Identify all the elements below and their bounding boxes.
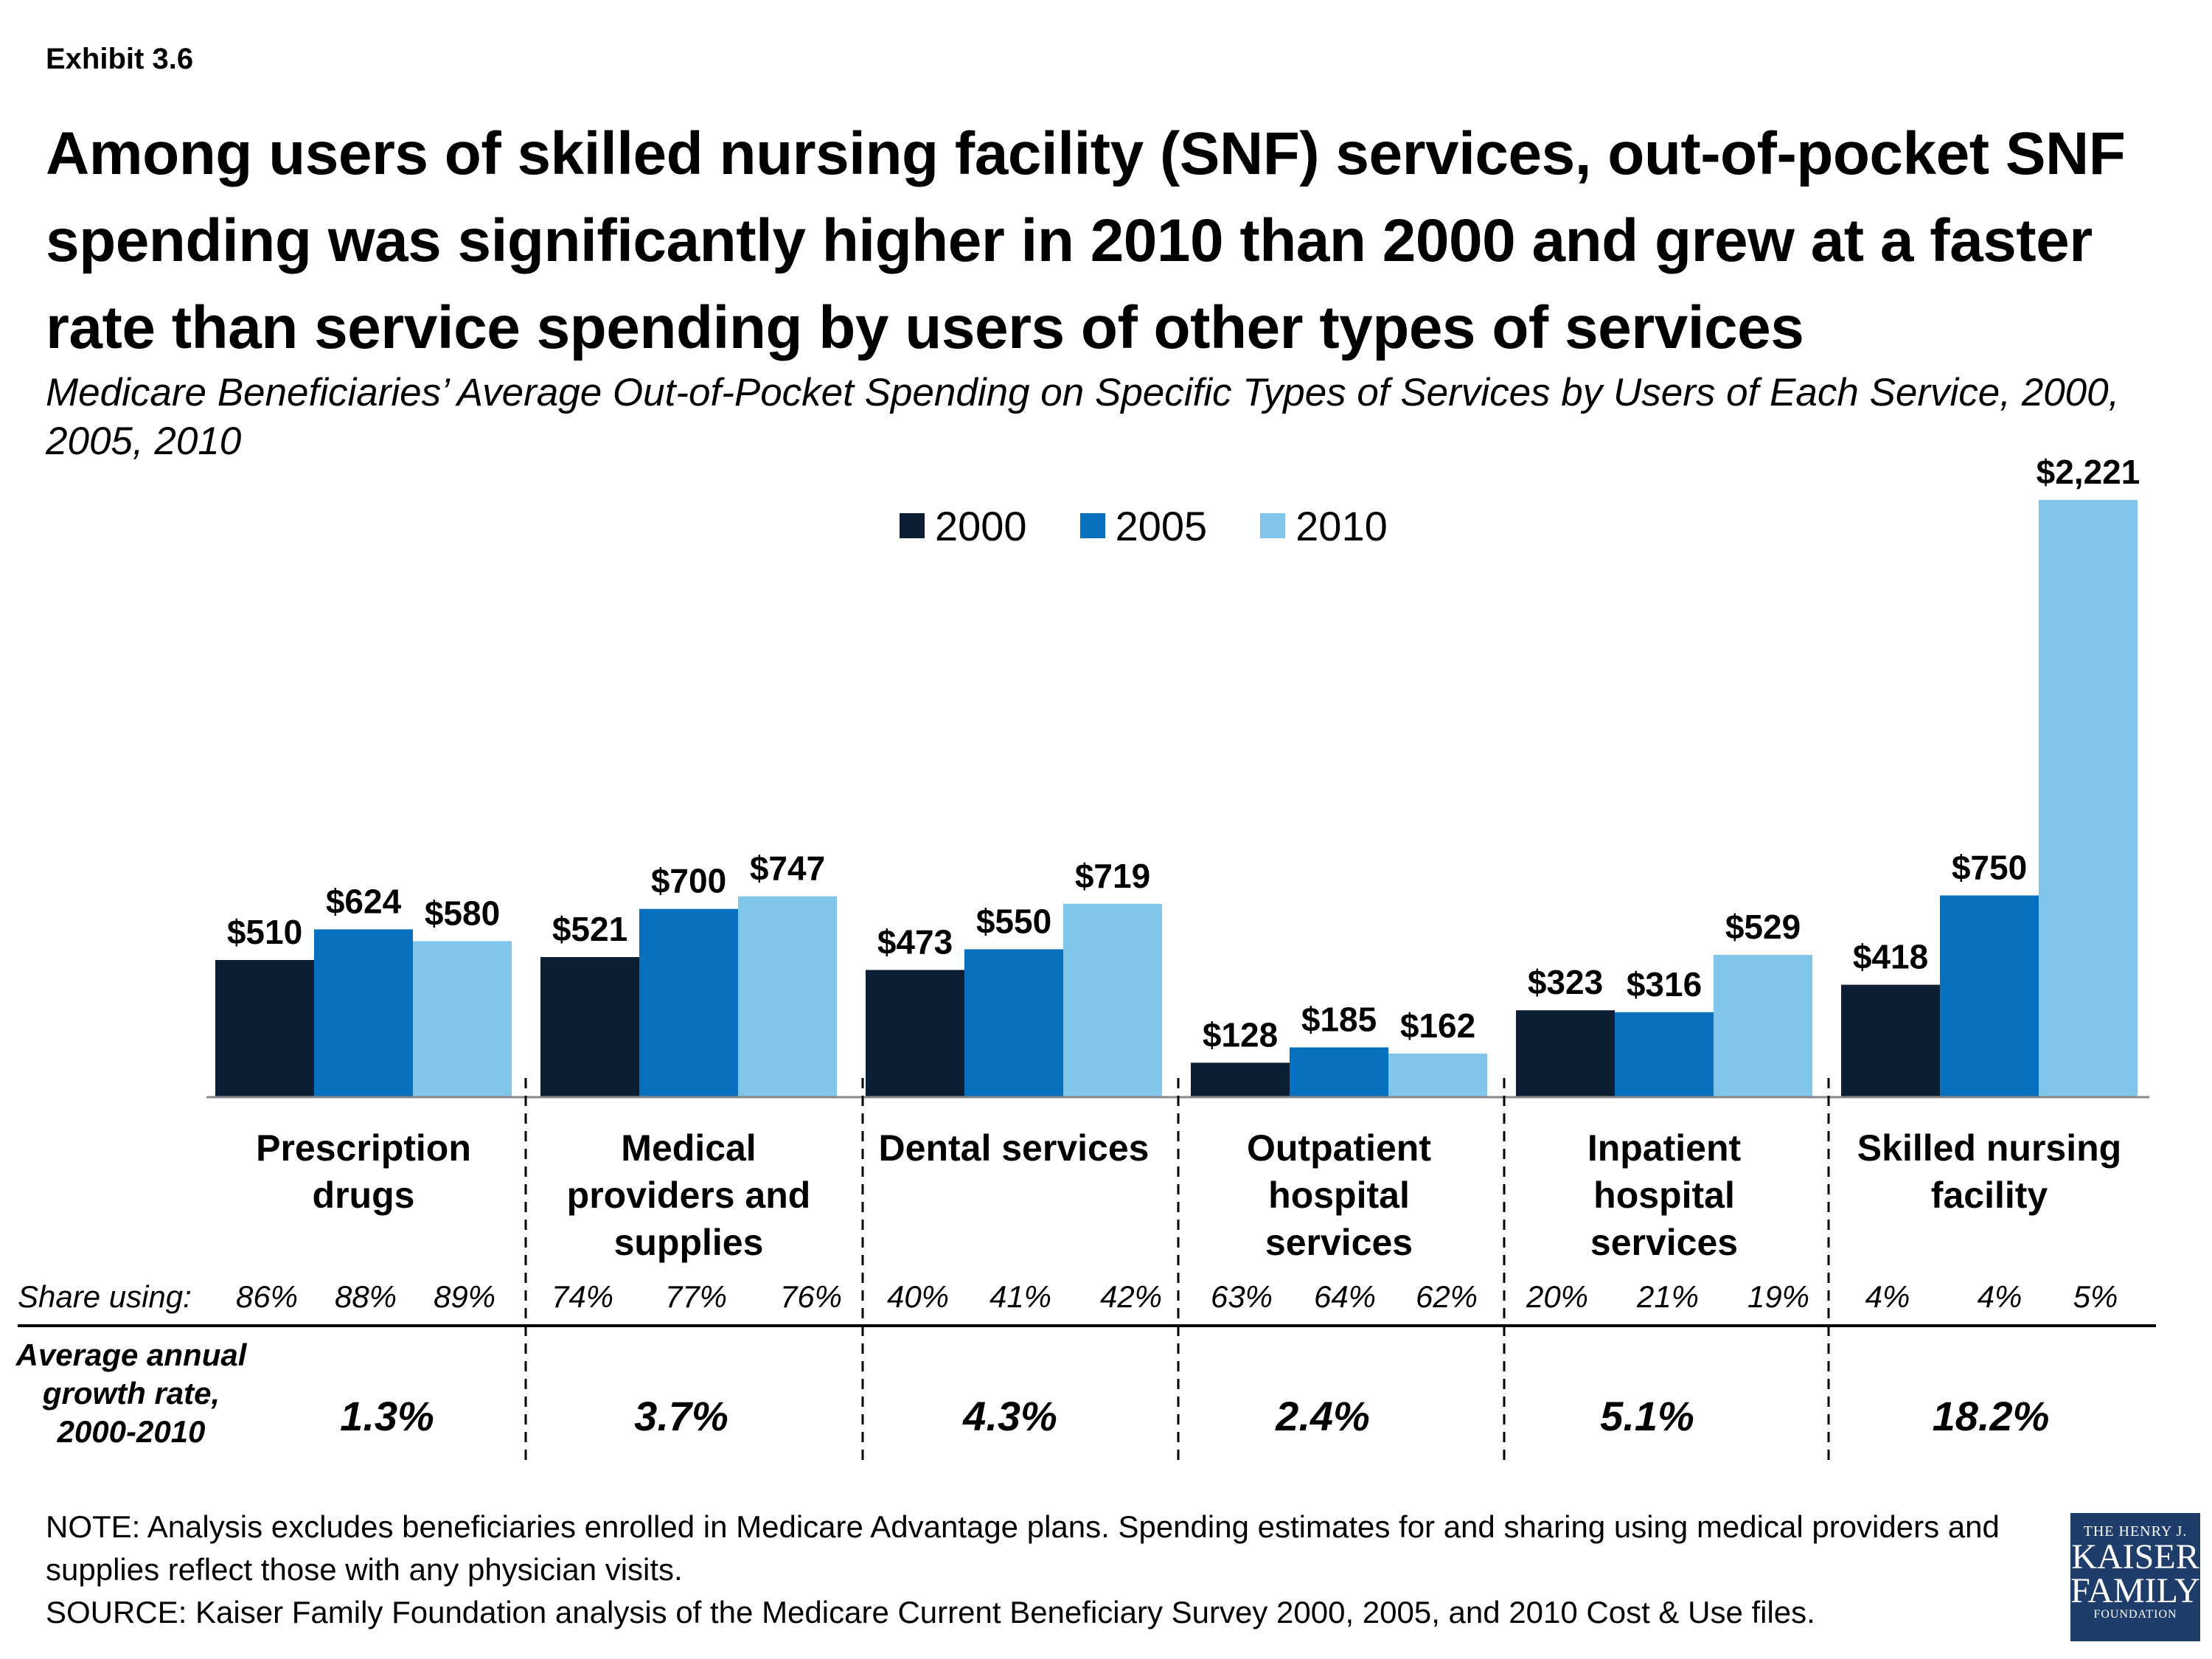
data-label-outpatient-hospital-services-2005: $185: [1301, 1001, 1377, 1039]
share-using-skilled-nursing-facility-2000: 4%: [1865, 1279, 1910, 1314]
legend-label-2000: 2000: [935, 502, 1027, 549]
exhibit-number: Exhibit 3.6: [46, 43, 194, 75]
bar-inpatient-hospital-services-2005: [1615, 1012, 1714, 1097]
data-label-dental-services-2005: $550: [976, 902, 1051, 940]
bar-chart: $510 $624 $580 $521 $700 $747 $473 $550 $719 $128…: [206, 453, 2149, 1467]
legend-swatch-2010: [1260, 513, 1286, 538]
share-using-outpatient-hospital-services-2000: 63%: [1210, 1279, 1273, 1314]
data-label-medical-providers-and-supplies-2000: $521: [552, 910, 627, 948]
category-label-medical-providers-and-supplies: Medical providers and supplies: [566, 1127, 811, 1263]
source-text: SOURCE: Kaiser Family Foundation analysi…: [46, 1595, 1815, 1630]
bar-inpatient-hospital-services-2000: [1516, 1010, 1615, 1097]
share-using-prescription-drugs-2005: 88%: [334, 1279, 397, 1314]
category-label-prescription-drugs: Prescription drugs: [256, 1127, 471, 1216]
data-label-dental-services-2000: $473: [877, 922, 953, 961]
data-label-outpatient-hospital-services-2010: $162: [1400, 1006, 1475, 1045]
share-using-medical-providers-and-supplies-2000: 74%: [551, 1279, 614, 1314]
share-using-skilled-nursing-facility-2010: 5%: [2073, 1279, 2118, 1314]
share-using-label: Share using:: [18, 1279, 192, 1314]
bar-medical-providers-and-supplies-2005: [639, 908, 738, 1097]
share-using-prescription-drugs-2000: 86%: [235, 1279, 299, 1314]
data-label-inpatient-hospital-services-2010: $529: [1725, 908, 1801, 946]
share-using-inpatient-hospital-services-2000: 20%: [1526, 1279, 1589, 1314]
share-divider-line: [18, 1324, 2156, 1327]
category-label-outpatient-hospital-services: Outpatient hospital services: [1247, 1127, 1431, 1263]
bar-dental-services-2000: [866, 970, 964, 1097]
legend-swatch-2005: [1079, 513, 1105, 538]
data-label-inpatient-hospital-services-2005: $316: [1627, 965, 1702, 1004]
category-label-dental-services: Dental services: [878, 1127, 1150, 1169]
legend-label-2005: 2005: [1115, 502, 1208, 549]
category-label-skilled-nursing-facility: Skilled nursing facility: [1857, 1127, 2122, 1216]
logo-line-3: FAMILY: [2070, 1571, 2200, 1610]
legend-item-2005: 2005: [1079, 502, 1208, 550]
bar-dental-services-2005: [964, 949, 1063, 1097]
logo-line-1: THE HENRY J.: [2083, 1523, 2188, 1540]
bar-skilled-nursing-facility-2005: [1940, 895, 2039, 1097]
bar-prescription-drugs-2010: [413, 941, 512, 1097]
share-using-outpatient-hospital-services-2010: 62%: [1415, 1279, 1478, 1314]
bar-medical-providers-and-supplies-2000: [540, 956, 639, 1097]
data-label-dental-services-2010: $719: [1075, 857, 1150, 895]
growth-rate-label: Average annual growth rate, 2000-2010: [15, 1338, 247, 1449]
logo-line-4: FOUNDATION: [2093, 1608, 2177, 1621]
data-label-outpatient-hospital-services-2000: $128: [1203, 1015, 1278, 1054]
bar-dental-services-2010: [1063, 903, 1162, 1097]
share-using-dental-services-2005: 41%: [989, 1279, 1052, 1314]
share-using-skilled-nursing-facility-2005: 4%: [1977, 1279, 2023, 1314]
data-label-skilled-nursing-facility-2010: $2,221: [2037, 453, 2140, 491]
growth-rate-medical-providers-and-supplies: 3.7%: [634, 1393, 728, 1439]
growth-rate-dental-services: 4.3%: [963, 1393, 1057, 1439]
data-label-prescription-drugs-2000: $510: [227, 913, 302, 951]
growth-rate-outpatient-hospital-services: 2.4%: [1276, 1393, 1370, 1439]
legend-swatch-2000: [900, 513, 925, 538]
legend-label-2010: 2010: [1295, 502, 1388, 549]
bar-outpatient-hospital-services-2005: [1290, 1047, 1388, 1097]
bar-outpatient-hospital-services-2000: [1191, 1062, 1290, 1097]
share-using-dental-services-2010: 42%: [1099, 1279, 1163, 1314]
share-using-prescription-drugs-2010: 89%: [433, 1279, 496, 1314]
data-label-medical-providers-and-supplies-2005: $700: [651, 862, 726, 900]
bar-prescription-drugs-2000: [215, 960, 314, 1097]
bar-medical-providers-and-supplies-2010: [738, 896, 837, 1097]
bar-inpatient-hospital-services-2010: [1714, 955, 1812, 1097]
note-text: NOTE: Analysis excludes beneficiaries en…: [46, 1509, 2000, 1587]
chart-title: Among users of skilled nursing facility …: [46, 120, 2126, 361]
bar-outpatient-hospital-services-2010: [1388, 1053, 1487, 1097]
legend: 2000 2005 2010: [900, 500, 1441, 552]
share-using-dental-services-2000: 40%: [886, 1279, 950, 1314]
footnotes: NOTE: Analysis excludes beneficiaries en…: [46, 1506, 2096, 1634]
category-label-inpatient-hospital-services: Inpatient hospital services: [1587, 1127, 1742, 1263]
data-label-skilled-nursing-facility-2000: $418: [1853, 938, 1928, 976]
data-label-prescription-drugs-2005: $624: [326, 882, 402, 920]
share-using-inpatient-hospital-services-2005: 21%: [1636, 1279, 1700, 1314]
data-label-inpatient-hospital-services-2000: $323: [1528, 963, 1603, 1001]
bar-skilled-nursing-facility-2010: [2039, 500, 2138, 1097]
data-label-skilled-nursing-facility-2005: $750: [1952, 848, 2027, 886]
chart-subtitle: Medicare Beneficiaries’ Average Out-of-P…: [46, 371, 2120, 463]
kff-logo: THE HENRY J. KAISER FAMILY FOUNDATION: [2070, 1513, 2200, 1641]
share-using-outpatient-hospital-services-2005: 64%: [1313, 1279, 1377, 1314]
growth-rate-skilled-nursing-facility: 18.2%: [1932, 1393, 2050, 1439]
data-label-prescription-drugs-2010: $580: [425, 894, 500, 932]
logo-line-2: KAISER: [2071, 1537, 2199, 1576]
growth-rate-prescription-drugs: 1.3%: [340, 1393, 434, 1439]
share-using-medical-providers-and-supplies-2005: 77%: [664, 1279, 728, 1314]
bar-skilled-nursing-facility-2000: [1841, 984, 1940, 1097]
data-label-medical-providers-and-supplies-2010: $747: [750, 849, 825, 888]
bar-prescription-drugs-2005: [314, 929, 413, 1097]
growth-rate-inpatient-hospital-services: 5.1%: [1600, 1393, 1694, 1439]
legend-item-2000: 2000: [900, 502, 1027, 550]
share-using-inpatient-hospital-services-2010: 19%: [1747, 1279, 1810, 1314]
legend-item-2010: 2010: [1260, 502, 1388, 550]
share-using-medical-providers-and-supplies-2010: 76%: [779, 1279, 843, 1314]
